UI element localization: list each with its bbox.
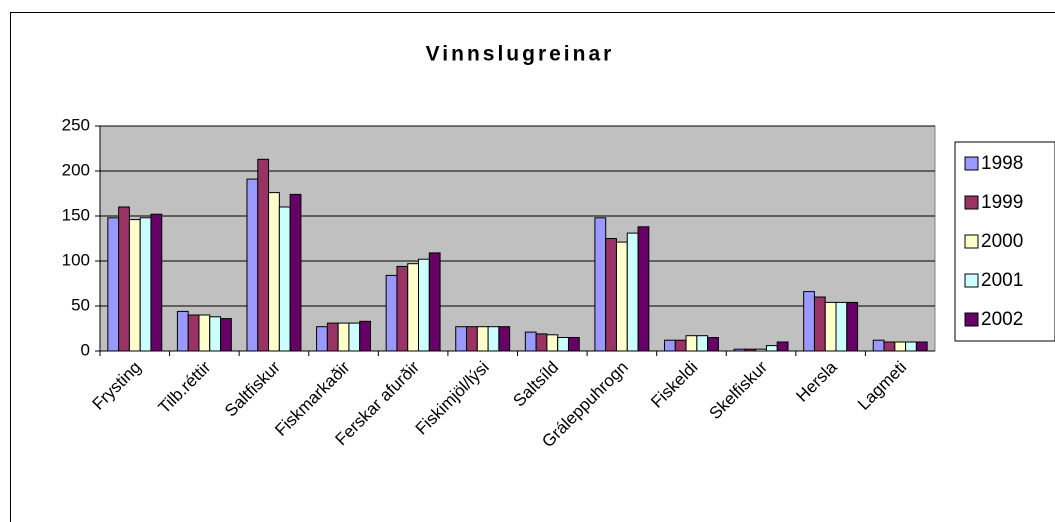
bar [118, 206, 130, 352]
bar [524, 331, 537, 352]
y-tick-label: 200 [62, 160, 90, 179]
y-tick-label: 0 [81, 340, 90, 359]
bar [883, 341, 896, 352]
y-tick-label: 250 [62, 115, 90, 134]
y-tick-label: 50 [71, 295, 90, 314]
bar [107, 217, 120, 352]
legend-swatch [964, 156, 979, 171]
bar [385, 274, 398, 352]
bar [198, 314, 211, 352]
bar [905, 341, 917, 352]
bar [626, 232, 639, 352]
bar [289, 193, 302, 352]
bar [326, 322, 339, 352]
bar [278, 206, 291, 352]
y-tick-label: 150 [62, 205, 90, 224]
bar [220, 318, 232, 352]
bar [813, 296, 826, 352]
bar [337, 322, 350, 352]
bar [487, 326, 500, 352]
legend-swatch [964, 312, 979, 327]
bar [268, 192, 280, 352]
legend-label: 2000 [981, 231, 1023, 252]
plot-area [99, 125, 936, 352]
bar [824, 301, 837, 352]
bar [466, 326, 478, 352]
bar [872, 339, 885, 352]
bar [615, 241, 628, 352]
bar [535, 333, 548, 352]
bar [128, 219, 141, 352]
legend-swatch [964, 273, 979, 288]
bar [803, 291, 815, 352]
bar [407, 263, 420, 352]
bar [418, 258, 430, 352]
legend-label: 2002 [981, 309, 1023, 330]
bar [696, 335, 709, 352]
bar [396, 265, 409, 352]
bar [776, 341, 789, 352]
bar [246, 178, 259, 352]
bar [455, 326, 468, 352]
chart-title: Vinnslugreinar [426, 43, 615, 66]
bar [498, 326, 511, 352]
bar [428, 252, 441, 352]
bar [663, 339, 676, 352]
bar [139, 217, 152, 352]
bar [835, 301, 848, 352]
bar [176, 310, 189, 352]
legend-swatch [964, 234, 979, 249]
bar [605, 238, 617, 352]
bar [685, 335, 698, 352]
bar [187, 314, 200, 352]
bar [637, 226, 650, 352]
bar [765, 345, 778, 352]
bar [915, 341, 928, 352]
legend-label: 2001 [981, 270, 1023, 291]
bar [557, 337, 569, 352]
bar [846, 301, 859, 352]
legend-label: 1999 [981, 192, 1023, 213]
bar [359, 320, 372, 352]
bar [348, 322, 361, 352]
bar [594, 217, 607, 352]
bar [257, 158, 270, 352]
bar [707, 337, 719, 352]
y-tick-label: 100 [62, 250, 90, 269]
legend-swatch [964, 195, 979, 210]
bar [567, 337, 580, 352]
bar [476, 326, 489, 352]
legend-label: 1998 [981, 153, 1023, 174]
bar [209, 316, 222, 352]
bar [674, 339, 687, 352]
bar [894, 341, 907, 352]
bar [316, 326, 328, 352]
bar [150, 213, 163, 352]
bar [546, 334, 559, 352]
